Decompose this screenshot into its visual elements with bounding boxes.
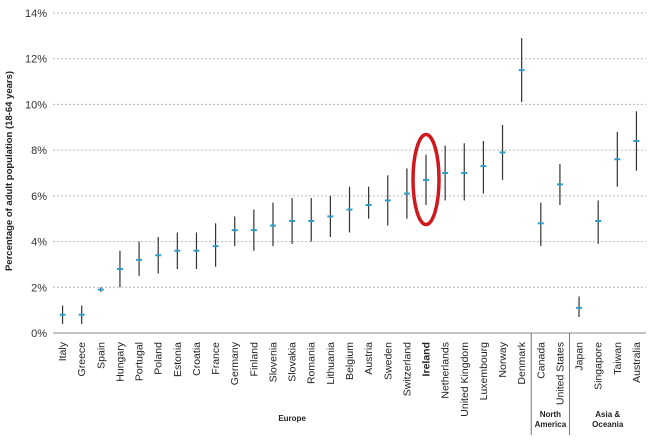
category-label: Japan	[574, 342, 586, 371]
category-label: Germany	[229, 341, 241, 385]
category-label: Slovenia	[267, 342, 279, 382]
category-label: Taiwan	[612, 342, 624, 375]
category-label: Slovakia	[287, 342, 299, 382]
y-tick-label: 4%	[31, 237, 47, 249]
category-label: Hungary	[114, 341, 126, 381]
category-label: Spain	[95, 342, 107, 369]
category-label: Austria	[363, 342, 375, 375]
category-label: United States	[554, 342, 566, 405]
y-tick-label: 12%	[25, 54, 47, 66]
y-axis-label: Percentage of adult population (18-64 ye…	[4, 71, 15, 271]
y-tick-label: 6%	[31, 191, 47, 203]
category-label: Poland	[153, 342, 165, 375]
y-tick-labels: 0% 2% 4% 6% 8% 10% 12% 14%	[25, 8, 47, 340]
highlight-ellipse	[411, 132, 441, 227]
y-tick-label: 2%	[31, 282, 47, 294]
category-label: Lithuania	[325, 342, 337, 385]
category-label: Norway	[497, 341, 509, 377]
category-label: Switzerland	[401, 342, 413, 396]
category-label: Italy	[57, 341, 69, 361]
y-tick-label: 8%	[31, 145, 47, 157]
category-label: Estonia	[172, 342, 184, 377]
group-label: Asia &	[595, 410, 620, 419]
category-label: Finland	[248, 342, 260, 377]
category-label: Sweden	[382, 342, 394, 380]
category-label: France	[210, 342, 222, 375]
y-tick-label: 14%	[25, 8, 47, 20]
category-label: Netherlands	[440, 342, 452, 399]
data-marks	[59, 38, 640, 324]
category-label: Ireland	[421, 342, 433, 376]
category-label: Canada	[535, 342, 547, 379]
category-label: United Kingdom	[459, 342, 471, 417]
group-label: Europe	[278, 414, 306, 423]
category-label: Australia	[631, 342, 643, 383]
category-label: Denmark	[516, 341, 528, 384]
y-tick-label: 0%	[31, 328, 47, 340]
category-label: Greece	[76, 342, 88, 377]
group-label: Oceania	[592, 420, 624, 429]
category-label: Croatia	[191, 342, 203, 376]
category-label: Belgium	[344, 342, 356, 380]
y-tick-label: 10%	[25, 99, 47, 111]
group-label: North	[540, 410, 561, 419]
group-label: America	[535, 420, 567, 429]
category-label: Luxembourg	[478, 342, 490, 401]
category-label: Singapore	[593, 342, 605, 390]
category-labels: Italy Greece Spain Hungary Portugal Poland Est…	[57, 341, 643, 416]
category-label: Romania	[306, 342, 318, 384]
category-label: Portugal	[134, 342, 146, 381]
